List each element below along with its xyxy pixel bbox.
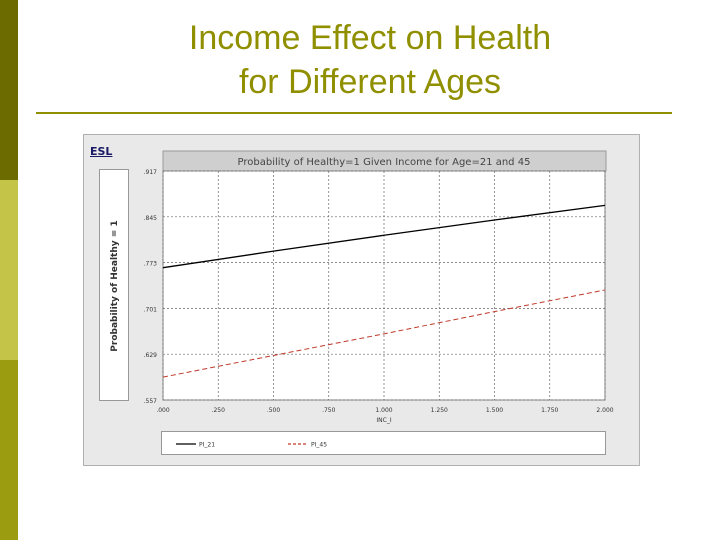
series-line-pi-45: [162, 289, 606, 378]
window-label[interactable]: ESL: [90, 145, 113, 158]
legend-label: PI_45: [311, 442, 327, 449]
slide-title: Income Effect on Health for Different Ag…: [60, 16, 680, 104]
x-tick-label: .250: [212, 407, 226, 414]
x-tick-label: 1.750: [541, 407, 558, 414]
y-tick-label: .917: [144, 169, 158, 176]
sidebar-stripe-middle: [0, 180, 18, 360]
line-chart: Probability of Healthy=1 Given Income fo…: [144, 150, 614, 449]
x-tick-label: 1.250: [431, 407, 448, 414]
plot-area: [162, 170, 606, 401]
x-tick-label: 1.000: [375, 407, 392, 414]
chart-title: Probability of Healthy=1 Given Income fo…: [238, 157, 531, 168]
legend-label: PI_21: [199, 442, 215, 449]
y-tick-label: .845: [144, 215, 158, 222]
x-tick-label: 2.000: [596, 407, 613, 414]
x-tick-label: 1.500: [486, 407, 503, 414]
slide-title-line-2: for Different Ages: [238, 63, 502, 101]
x-tick-label: .750: [322, 407, 336, 414]
title-divider: [36, 112, 672, 114]
x-tick-label: .500: [267, 407, 281, 414]
x-tick-label: .000: [156, 407, 170, 414]
y-tick-label: .773: [144, 261, 158, 268]
y-tick-label: .557: [144, 398, 158, 405]
software-window: ESL Probability of Healthy = 1 Probabili…: [83, 134, 640, 466]
slide-title-line-1: Income Effect on Health: [188, 19, 552, 57]
sidebar-stripe-top: [0, 0, 18, 180]
x-axis-label: INC_I: [376, 417, 391, 424]
series-line-pi-21: [162, 204, 606, 269]
legend: [161, 431, 606, 455]
y-tick-label: .629: [144, 352, 158, 359]
y-tick-label: .701: [144, 306, 158, 313]
y-axis-label-panel: Probability of Healthy = 1: [99, 169, 129, 401]
sidebar-stripe-bottom: [0, 360, 18, 540]
